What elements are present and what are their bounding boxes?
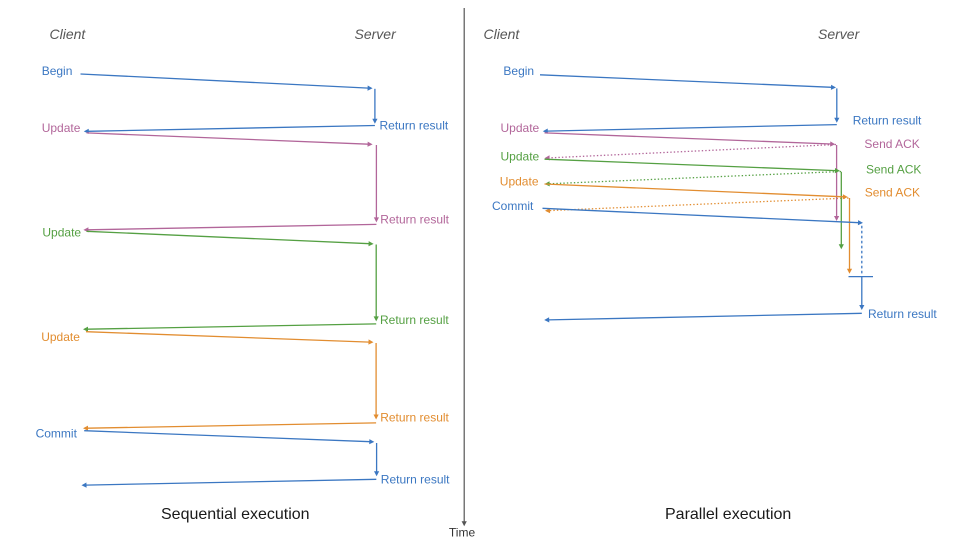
svg-text:Update: Update [501, 121, 540, 135]
svg-text:Send ACK: Send ACK [864, 137, 919, 151]
svg-text:Return result: Return result [380, 313, 449, 327]
svg-text:Client: Client [50, 26, 87, 42]
svg-text:Return result: Return result [381, 473, 450, 487]
svg-text:Sequential execution: Sequential execution [161, 506, 310, 523]
svg-text:Update: Update [42, 121, 81, 135]
svg-text:Return result: Return result [853, 114, 922, 128]
svg-text:Parallel execution: Parallel execution [665, 506, 791, 523]
svg-text:Begin: Begin [42, 64, 73, 78]
svg-text:Send ACK: Send ACK [866, 163, 921, 177]
svg-text:Server: Server [355, 26, 398, 42]
svg-text:Return result: Return result [380, 410, 449, 424]
svg-text:Commit: Commit [492, 199, 534, 213]
svg-text:Return result: Return result [380, 119, 449, 133]
svg-text:Update: Update [500, 174, 539, 188]
svg-text:Update: Update [42, 225, 81, 239]
svg-text:Time: Time [449, 525, 476, 539]
svg-text:Return result: Return result [868, 307, 937, 321]
svg-text:Begin: Begin [503, 64, 534, 78]
svg-text:Return result: Return result [380, 213, 449, 227]
svg-text:Commit: Commit [36, 427, 78, 441]
svg-text:Update: Update [41, 330, 80, 344]
svg-text:Client: Client [484, 26, 521, 42]
svg-text:Server: Server [818, 26, 861, 42]
svg-text:Update: Update [501, 150, 540, 164]
svg-text:Send ACK: Send ACK [865, 186, 920, 200]
